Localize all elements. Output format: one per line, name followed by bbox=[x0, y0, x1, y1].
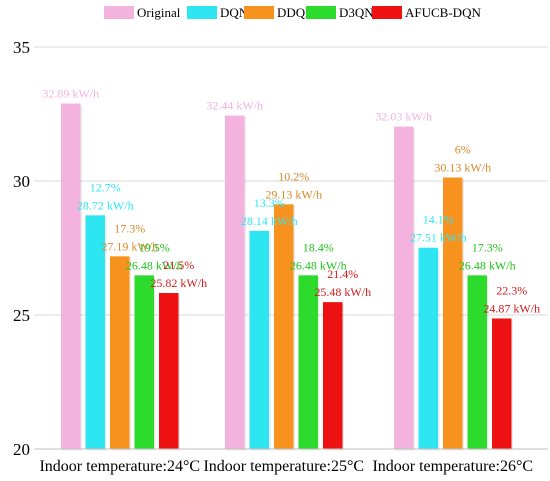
data-label-percent: 17.3% bbox=[114, 221, 145, 235]
data-label-value: 26.48 kW/h bbox=[459, 258, 516, 272]
data-label-percent: 21.5% bbox=[163, 258, 194, 272]
data-label-value: 28.14 kW/h bbox=[241, 214, 298, 228]
data-label-value: 26.48 kW/h bbox=[126, 258, 183, 272]
bar-original bbox=[225, 115, 245, 449]
legend-swatch bbox=[306, 6, 336, 19]
x-tick-label: Indoor temperature:24°C bbox=[39, 458, 200, 475]
data-label-percent: 13.3% bbox=[254, 196, 285, 210]
legend-swatch bbox=[244, 6, 274, 19]
data-label-value: 29.13 kW/h bbox=[265, 187, 322, 201]
data-label-value: 28.72 kW/h bbox=[77, 198, 134, 212]
y-tick-label: 35 bbox=[13, 38, 30, 57]
data-label-value: 26.48 kW/h bbox=[290, 258, 347, 272]
x-tick-label: Indoor temperature:26°C bbox=[372, 458, 533, 475]
y-tick-label: 20 bbox=[13, 440, 30, 459]
data-label-value: 27.19 kW/h bbox=[101, 239, 158, 253]
bar-d3qn bbox=[134, 275, 154, 449]
data-label-percent: 22.3% bbox=[496, 283, 527, 297]
data-label-value: 25.82 kW/h bbox=[150, 276, 207, 290]
data-label-value: 27.51 kW/h bbox=[410, 231, 467, 245]
data-label-value: 32.89 kW/h bbox=[42, 87, 99, 101]
data-label-value: 32.03 kW/h bbox=[375, 110, 432, 124]
data-label-percent: 10.2% bbox=[278, 169, 309, 183]
legend-label: DDQN bbox=[277, 5, 315, 20]
bar-d3qn bbox=[298, 275, 318, 449]
data-label-value: 24.87 kW/h bbox=[483, 301, 540, 315]
bar-ddqn bbox=[110, 256, 130, 449]
bar-dqn bbox=[418, 247, 438, 449]
data-label-value: 32.44 kW/h bbox=[206, 99, 263, 113]
bar-afucb-dqn bbox=[492, 318, 512, 449]
legend-label: DQN bbox=[220, 5, 249, 20]
bars bbox=[61, 103, 513, 451]
x-tick-label: Indoor temperature:25°C bbox=[203, 458, 364, 475]
bar-ddqn bbox=[443, 177, 463, 450]
legend-swatch bbox=[104, 6, 134, 19]
data-label-percent: 6% bbox=[455, 143, 471, 157]
bar-afucb-dqn bbox=[323, 302, 343, 449]
data-label-percent: 21.4% bbox=[327, 267, 358, 281]
legend-swatch bbox=[372, 6, 402, 19]
data-label-percent: 17.3% bbox=[472, 240, 503, 254]
legend-label: AFUCB-DQN bbox=[405, 5, 481, 20]
data-label-percent: 12.7% bbox=[90, 180, 121, 194]
legend-swatch bbox=[187, 6, 217, 19]
data-label-percent: 14.1% bbox=[423, 213, 454, 227]
data-label-percent: 19.5% bbox=[139, 240, 170, 254]
bar-dqn bbox=[249, 230, 269, 449]
bar-original bbox=[61, 103, 81, 449]
legend-label: D3QN bbox=[339, 5, 374, 20]
bar-dqn bbox=[85, 215, 105, 449]
bar-d3qn bbox=[467, 275, 487, 449]
y-tick-label: 30 bbox=[13, 172, 30, 191]
data-label-value: 30.13 kW/h bbox=[434, 161, 491, 175]
data-labels: 32.89 kW/h 12.7% 28.72 kW/h 17.3% 27.19 kW/h… bbox=[42, 87, 540, 316]
bar-afucb-dqn bbox=[159, 293, 179, 449]
y-tick-label: 25 bbox=[13, 306, 30, 325]
legend-label: Original bbox=[137, 5, 181, 20]
bar-ddqn bbox=[274, 204, 294, 449]
data-label-value: 25.48 kW/h bbox=[314, 285, 371, 299]
bar-original bbox=[394, 126, 414, 449]
data-label-percent: 18.4% bbox=[303, 240, 334, 254]
legend: Original DQN DDQN D3QN AFUCB-DQN bbox=[104, 5, 481, 20]
